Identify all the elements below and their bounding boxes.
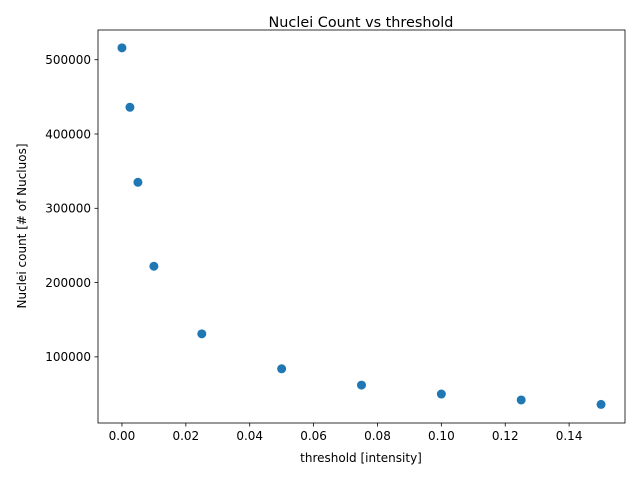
y-tick-label: 200000 bbox=[45, 276, 91, 290]
axes-frame bbox=[97, 29, 626, 424]
y-axis: 100000 200000 300000 400000 500000 bbox=[45, 53, 98, 364]
scatter-point bbox=[117, 43, 127, 53]
scatter-point bbox=[596, 399, 606, 409]
scatter-point bbox=[277, 364, 287, 374]
x-tick-label: 0.12 bbox=[492, 429, 519, 443]
y-tick-label: 300000 bbox=[45, 202, 91, 216]
scatter-point bbox=[516, 395, 526, 405]
y-tick-label: 500000 bbox=[45, 53, 91, 67]
x-axis: 0.00 0.02 0.04 0.06 0.08 0.10 0.12 0.14 bbox=[109, 423, 583, 443]
plot-area bbox=[117, 43, 606, 409]
scatter-point bbox=[357, 380, 366, 390]
scatter-point bbox=[125, 102, 135, 112]
y-axis-label: Nuclei count [# of Nucluos] bbox=[15, 143, 29, 308]
x-tick-label: 0.10 bbox=[428, 429, 455, 443]
x-axis-label: threshold [intensity] bbox=[300, 451, 422, 465]
scatter-point bbox=[436, 389, 446, 399]
scatter-point bbox=[197, 329, 207, 339]
x-tick-label: 0.08 bbox=[364, 429, 391, 443]
chart-title: Nuclei Count vs threshold bbox=[269, 15, 454, 31]
scatter-point bbox=[133, 177, 143, 187]
scatter-point bbox=[149, 261, 159, 271]
y-tick-label: 400000 bbox=[45, 127, 91, 141]
x-tick-label: 0.04 bbox=[236, 429, 263, 443]
x-tick-label: 0.14 bbox=[556, 429, 583, 443]
x-tick-label: 0.06 bbox=[300, 429, 327, 443]
x-tick-label: 0.02 bbox=[172, 429, 199, 443]
x-tick-label: 0.00 bbox=[109, 429, 136, 443]
y-tick-label: 100000 bbox=[45, 350, 91, 364]
